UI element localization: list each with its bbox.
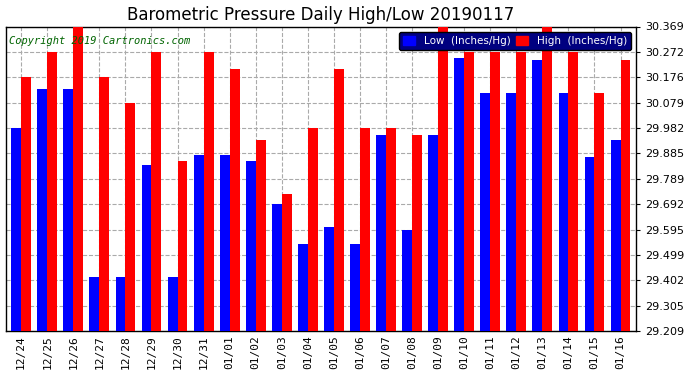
- Bar: [282, 194, 292, 331]
- Bar: [350, 244, 360, 331]
- Bar: [230, 69, 239, 331]
- Bar: [204, 52, 213, 331]
- Bar: [412, 135, 422, 331]
- Bar: [480, 93, 490, 331]
- Bar: [386, 128, 396, 331]
- Bar: [47, 52, 57, 331]
- Bar: [219, 155, 230, 331]
- Bar: [90, 277, 99, 331]
- Bar: [63, 89, 73, 331]
- Bar: [360, 128, 370, 331]
- Bar: [376, 135, 386, 331]
- Bar: [194, 155, 204, 331]
- Bar: [584, 158, 595, 331]
- Bar: [611, 140, 620, 331]
- Bar: [438, 27, 448, 331]
- Bar: [308, 128, 317, 331]
- Bar: [464, 52, 474, 331]
- Bar: [298, 244, 308, 331]
- Bar: [21, 77, 31, 331]
- Bar: [569, 52, 578, 331]
- Bar: [595, 93, 604, 331]
- Bar: [99, 77, 109, 331]
- Bar: [126, 103, 135, 331]
- Title: Barometric Pressure Daily High/Low 20190117: Barometric Pressure Daily High/Low 20190…: [127, 6, 515, 24]
- Text: Copyright 2019 Cartronics.com: Copyright 2019 Cartronics.com: [9, 36, 190, 46]
- Bar: [516, 52, 526, 331]
- Bar: [334, 69, 344, 331]
- Bar: [177, 161, 188, 331]
- Bar: [506, 93, 516, 331]
- Bar: [272, 204, 282, 331]
- Bar: [542, 27, 552, 331]
- Bar: [533, 60, 542, 331]
- Bar: [152, 52, 161, 331]
- Bar: [402, 230, 412, 331]
- Bar: [256, 140, 266, 331]
- Bar: [73, 27, 83, 331]
- Bar: [558, 93, 569, 331]
- Bar: [141, 165, 152, 331]
- Bar: [324, 227, 334, 331]
- Bar: [11, 128, 21, 331]
- Bar: [168, 277, 177, 331]
- Bar: [115, 277, 126, 331]
- Bar: [620, 60, 631, 331]
- Bar: [246, 161, 256, 331]
- Bar: [428, 135, 438, 331]
- Bar: [454, 58, 464, 331]
- Bar: [37, 89, 47, 331]
- Bar: [490, 52, 500, 331]
- Legend: Low  (Inches/Hg), High  (Inches/Hg): Low (Inches/Hg), High (Inches/Hg): [399, 32, 631, 50]
